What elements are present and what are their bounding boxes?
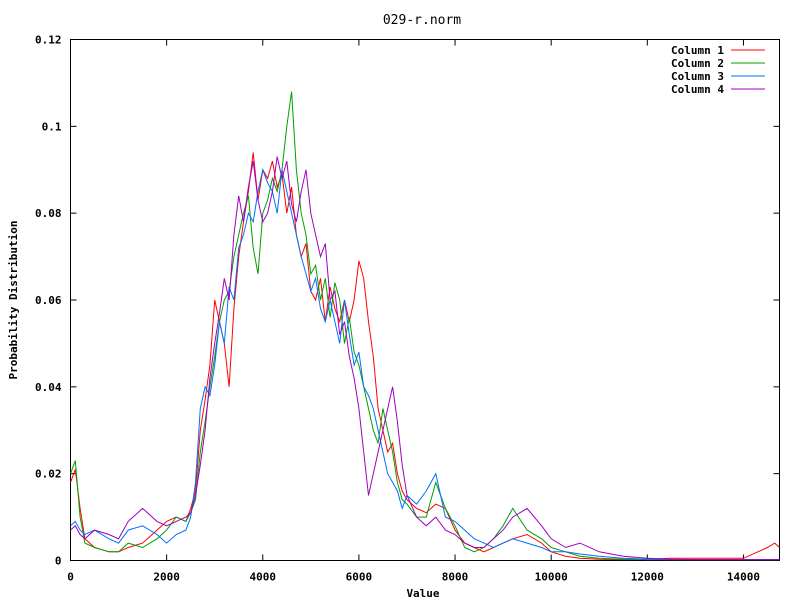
series-line-2 — [70, 91, 780, 561]
plot-frame — [70, 39, 780, 561]
series-line-3 — [70, 168, 780, 561]
y-tick-label: 0.1 — [42, 120, 62, 133]
series-line-1 — [70, 152, 780, 561]
legend-label-2: Column 2 — [671, 57, 724, 70]
y-tick-label: 0.02 — [35, 468, 62, 481]
legend-label-4: Column 4 — [671, 83, 724, 96]
y-axis-label: Probability Distribution — [7, 221, 20, 380]
y-tick-label: 0.06 — [35, 294, 62, 307]
x-tick-label: 14000 — [727, 571, 760, 584]
x-axis-label: Value — [406, 587, 439, 600]
series-line-4 — [70, 156, 780, 561]
x-tick-label: 4000 — [250, 571, 277, 584]
series-lines — [70, 91, 780, 561]
x-tick-label: 12000 — [631, 571, 664, 584]
x-tick-label: 6000 — [346, 571, 373, 584]
y-tick-label: 0.08 — [35, 207, 62, 220]
y-tick-label: 0.12 — [35, 34, 62, 47]
legend-label-3: Column 3 — [671, 70, 724, 83]
legend-label-1: Column 1 — [671, 44, 724, 57]
x-tick-label: 8000 — [442, 571, 469, 584]
x-tick-label: 2000 — [153, 571, 180, 584]
chart-title: 029-r.norm — [383, 13, 461, 28]
x-tick-label: 10000 — [535, 571, 568, 584]
x-tick-label: 0 — [67, 571, 74, 584]
y-tick-label: 0 — [55, 555, 62, 568]
x-axis: 0 2000 4000 6000 8000 10000 12000 14000 — [67, 39, 760, 584]
y-axis: 0 0.02 0.04 0.06 0.08 0.1 0.12 — [35, 34, 780, 568]
y-tick-label: 0.04 — [35, 381, 62, 394]
